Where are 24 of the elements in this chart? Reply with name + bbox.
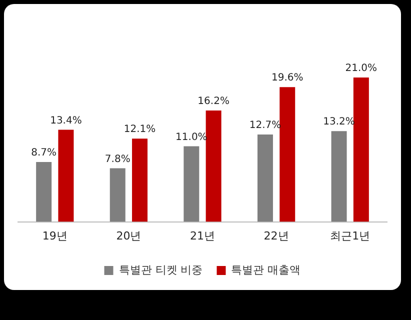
bar [331, 131, 347, 222]
data-label: 13.4% [50, 115, 82, 126]
bar [353, 77, 369, 222]
legend-label: 특별관 매출액 [231, 263, 301, 276]
bar [58, 130, 74, 222]
x-tick-label: 19년 [42, 229, 68, 242]
data-label: 21.0% [345, 63, 378, 74]
legend-label: 특별관 티켓 비중 [118, 263, 203, 276]
data-label: 12.1% [124, 124, 156, 136]
bar [184, 146, 200, 222]
bar [206, 110, 222, 222]
data-label: 7.8% [104, 154, 130, 165]
data-label: 8.7% [31, 148, 57, 159]
x-tick-label: 21년 [190, 229, 215, 242]
bar [280, 87, 296, 222]
bar [36, 162, 52, 222]
x-tick-label: 20년 [116, 229, 142, 242]
data-label: 19.6% [271, 72, 304, 84]
bar [257, 134, 273, 222]
bar [110, 168, 126, 222]
data-label: 16.2% [198, 96, 230, 108]
bar [132, 138, 148, 222]
x-tick-label: 최근1년 [330, 229, 370, 242]
x-tick-label: 22년 [264, 229, 289, 242]
